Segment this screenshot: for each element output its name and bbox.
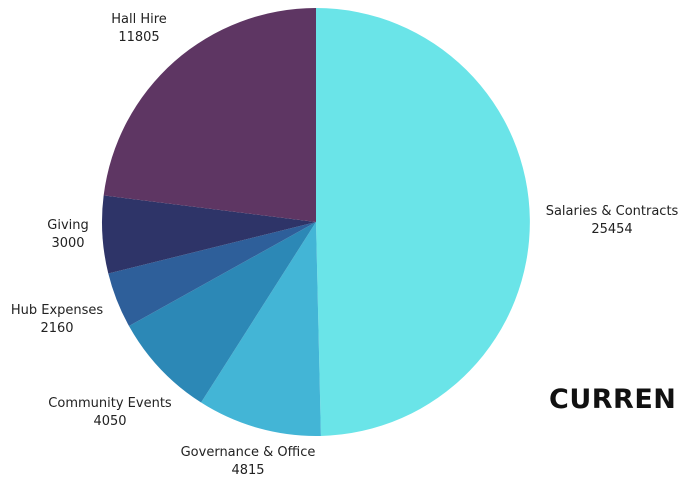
pie-slice-salaries-contracts (316, 8, 530, 436)
partial-heading: CURREN (549, 384, 677, 415)
slice-label: Governance & Office 4815 (181, 444, 316, 480)
slice-label-name: Hub Expenses (10, 303, 104, 318)
slice-label-value: 3000 (51, 236, 85, 251)
slice-label: Hub Expenses 2160 (11, 302, 103, 338)
slice-label: Community Events 4050 (48, 395, 171, 431)
slice-label: Salaries & Contracts 25454 (546, 203, 679, 239)
slice-label-name: Community Events (48, 396, 172, 411)
pie-slice-giving (102, 195, 317, 274)
slice-label-value: 2160 (40, 321, 74, 336)
pie-slice-governance-office (201, 222, 321, 436)
slice-label-name: Governance & Office (180, 445, 316, 460)
slice-label-name: Salaries & Contracts (545, 204, 679, 219)
slice-label-value: 11805 (118, 30, 160, 45)
pie-slice-community-events (128, 222, 316, 403)
pie-slice-hall-hire (103, 8, 316, 222)
pie-slice-hub-expenses (108, 222, 316, 327)
slice-label-value: 4815 (231, 463, 265, 478)
slice-label-name: Hall Hire (111, 12, 167, 27)
slice-label-value: 25454 (591, 222, 633, 237)
slice-label: Giving 3000 (47, 217, 88, 253)
slice-label-value: 4050 (93, 414, 127, 429)
slice-label: Hall Hire 11805 (111, 11, 167, 47)
slice-label-name: Giving (47, 218, 89, 233)
